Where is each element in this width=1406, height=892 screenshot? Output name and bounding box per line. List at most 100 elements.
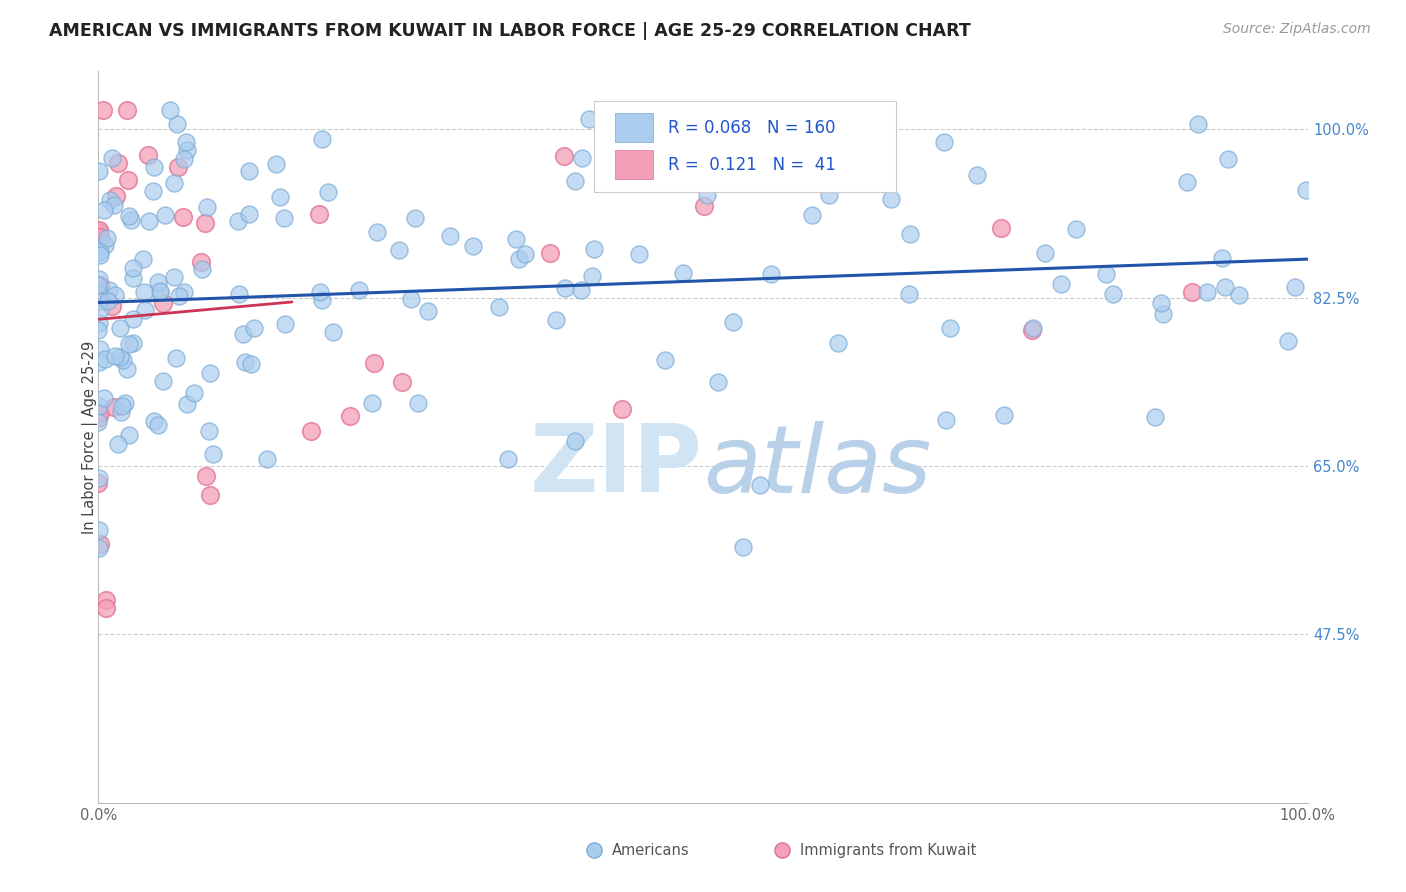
Point (538, 245, 561, 260)
Point (827, 336, 849, 351)
Point (733, 540, 755, 554)
Point (143, 414, 166, 428)
Point (152, 296, 174, 310)
Text: R = 0.068   N = 160: R = 0.068 N = 160 (668, 119, 835, 136)
Point (89, 406, 111, 420)
Point (554, 281, 576, 295)
Point (1211, 251, 1233, 265)
FancyBboxPatch shape (595, 101, 897, 192)
Point (89, 294, 111, 309)
Point (118, 209, 141, 223)
Point (564, 174, 586, 188)
Point (308, 207, 330, 221)
Point (146, 418, 169, 433)
Point (117, 103, 139, 117)
Point (800, 208, 823, 222)
Point (87, 355, 110, 369)
Point (404, 211, 426, 226)
Y-axis label: In Labor Force | Age 25-29: In Labor Force | Age 25-29 (82, 341, 98, 533)
Point (1022, 321, 1045, 335)
Point (610, 401, 633, 416)
Point (363, 356, 385, 370)
Point (97, 283, 120, 297)
Point (142, 160, 165, 174)
Point (316, 185, 339, 199)
Point (1295, 184, 1317, 198)
Point (399, 292, 422, 306)
Point (617, 172, 640, 186)
Point (110, 350, 132, 364)
Point (274, 317, 297, 331)
Point (172, 210, 194, 224)
Point (110, 404, 132, 418)
Point (134, 285, 156, 300)
Point (89, 225, 111, 239)
Point (496, 451, 519, 466)
Point (273, 211, 295, 225)
Point (104, 288, 127, 302)
Point (176, 143, 198, 157)
FancyBboxPatch shape (614, 113, 654, 143)
Point (97, 293, 120, 308)
Point (1033, 246, 1056, 260)
Point (98, 193, 121, 207)
Point (939, 321, 962, 335)
Point (1152, 307, 1174, 321)
Text: atlas: atlas (703, 421, 931, 512)
Point (672, 266, 695, 280)
Point (104, 349, 127, 363)
Point (118, 427, 141, 442)
Point (201, 447, 224, 461)
Point (101, 151, 124, 165)
Point (256, 451, 278, 466)
Point (1021, 323, 1043, 337)
Point (118, 336, 141, 351)
Point (103, 198, 125, 212)
Point (749, 478, 772, 492)
Point (932, 135, 955, 149)
Point (93, 202, 115, 217)
Point (243, 320, 266, 334)
Point (163, 269, 186, 284)
Point (339, 409, 361, 423)
Point (1050, 277, 1073, 292)
Point (322, 325, 344, 339)
Point (195, 201, 218, 215)
Point (1284, 280, 1306, 294)
Text: Americans: Americans (613, 843, 690, 858)
Point (87, 415, 110, 429)
Point (87, 277, 110, 292)
Point (627, 247, 650, 261)
Point (240, 357, 263, 371)
Point (115, 362, 138, 376)
Point (96, 231, 118, 245)
Point (101, 299, 124, 313)
Point (190, 255, 212, 269)
Point (544, 312, 567, 326)
Point (176, 397, 198, 411)
Point (107, 156, 129, 170)
Point (1227, 288, 1250, 302)
Point (87, 471, 110, 485)
Point (233, 355, 256, 369)
Point (1175, 175, 1198, 189)
Point (87, 285, 110, 300)
Point (107, 437, 129, 451)
Point (87, 316, 110, 330)
Point (198, 366, 221, 380)
Point (108, 321, 131, 335)
Point (347, 283, 370, 297)
Point (1187, 117, 1209, 131)
Point (416, 304, 439, 318)
Text: Source: ZipAtlas.com: Source: ZipAtlas.com (1223, 22, 1371, 37)
Point (173, 285, 195, 299)
Point (1150, 296, 1173, 310)
Point (898, 287, 921, 301)
Text: ZIP: ZIP (530, 420, 703, 512)
Point (238, 164, 260, 178)
Point (122, 261, 145, 276)
Point (311, 131, 333, 145)
Point (693, 199, 716, 213)
Point (89, 302, 111, 317)
Point (1216, 152, 1239, 166)
